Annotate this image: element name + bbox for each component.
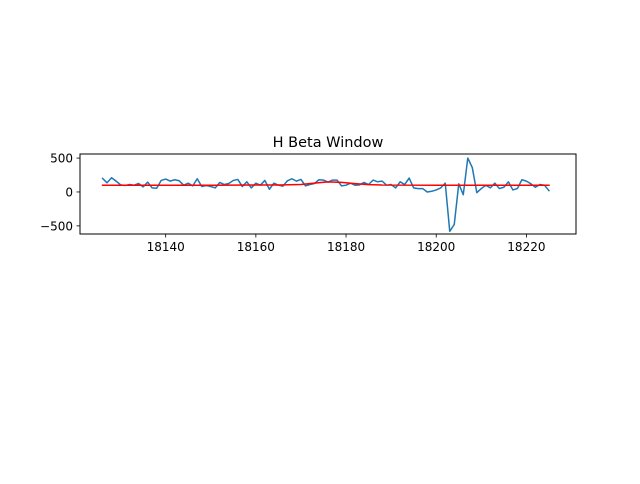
x-tick-label: 18140 [147,240,185,254]
y-tick-label: 0 [65,185,73,199]
x-tick-label: 18220 [507,240,545,254]
plot-frame [79,153,577,235]
x-tick-label: 18160 [237,240,275,254]
series-layer [101,157,551,233]
x-axis-ticks: 18140 18160 18180 18200 18220 [147,234,545,254]
x-tick-label: 18180 [327,240,365,254]
chart-title: H Beta Window [273,135,384,151]
y-tick-label: −500 [40,219,73,233]
fit-series-line [101,181,550,186]
y-tick-label: 500 [50,152,73,166]
y-axis-ticks: −500 0 500 [40,152,80,233]
x-tick-label: 18200 [417,240,455,254]
spectrum-series-line [101,157,551,233]
